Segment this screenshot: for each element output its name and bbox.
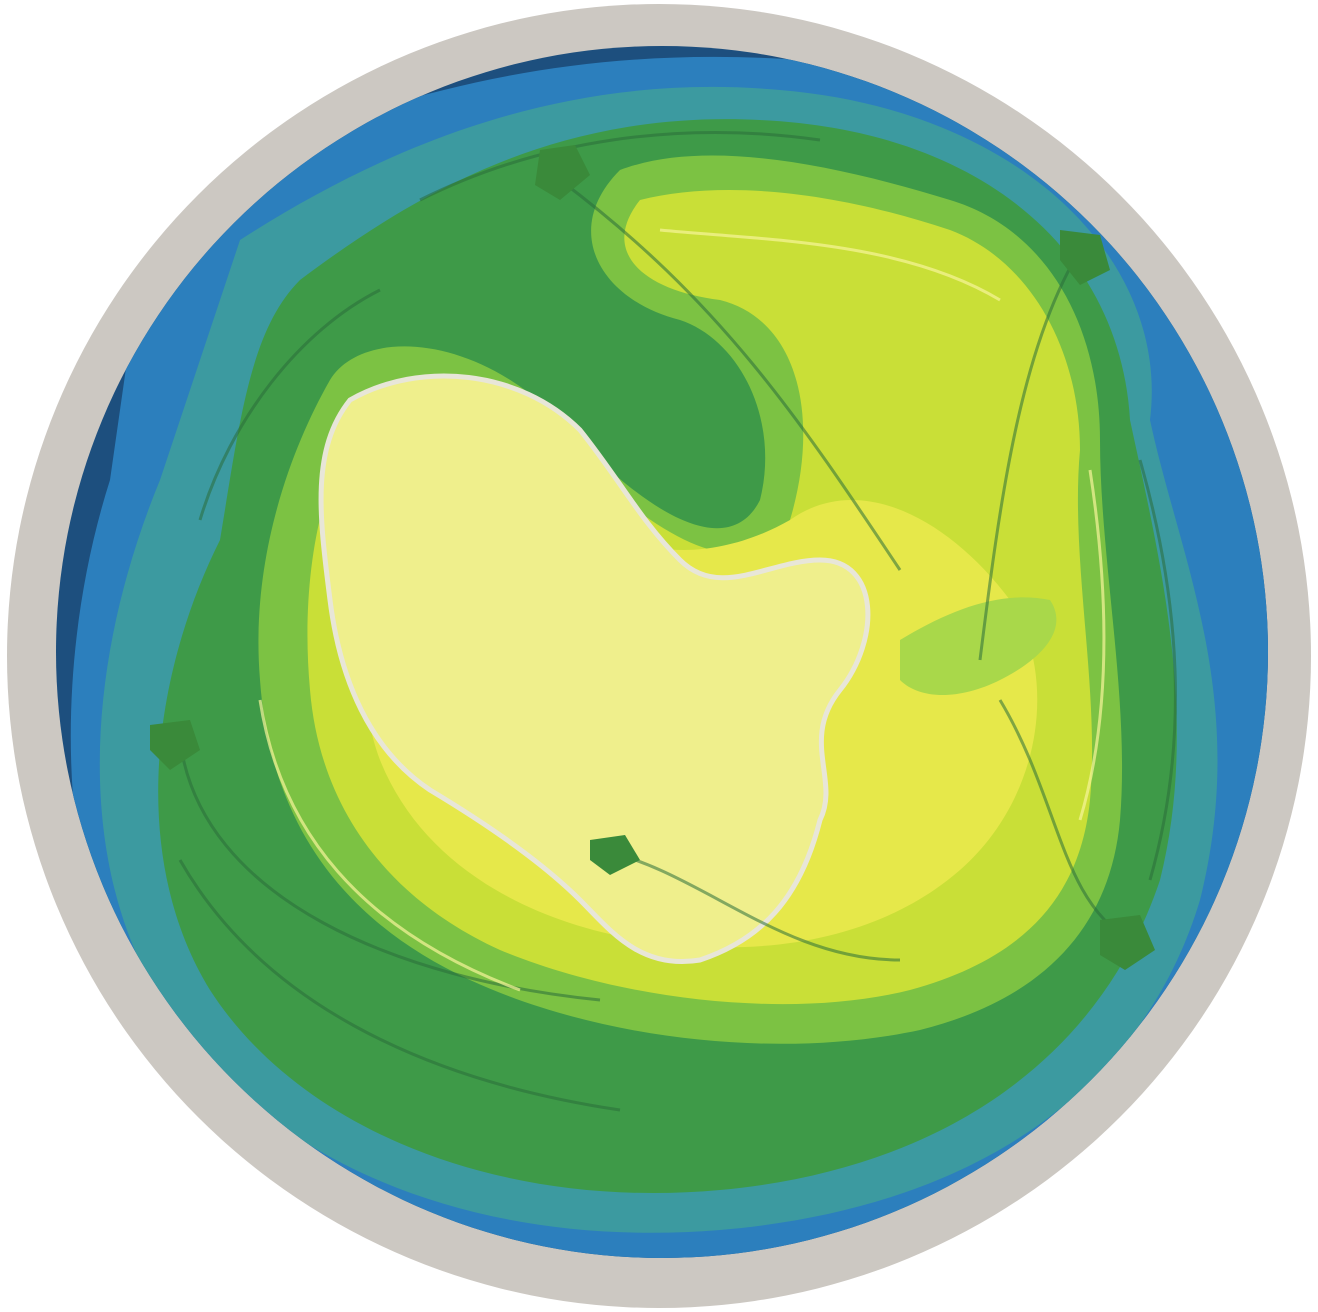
umbilical-lines <box>178 178 1131 1002</box>
node-bottom-right <box>1100 915 1155 970</box>
node-top <box>535 145 590 200</box>
fetus-figure <box>318 373 871 964</box>
contour-lines <box>178 131 1177 1112</box>
node-right <box>1060 230 1110 285</box>
node-center <box>590 835 640 875</box>
node-left <box>150 720 200 770</box>
light-contours <box>258 228 1106 992</box>
placenta <box>900 597 1057 695</box>
